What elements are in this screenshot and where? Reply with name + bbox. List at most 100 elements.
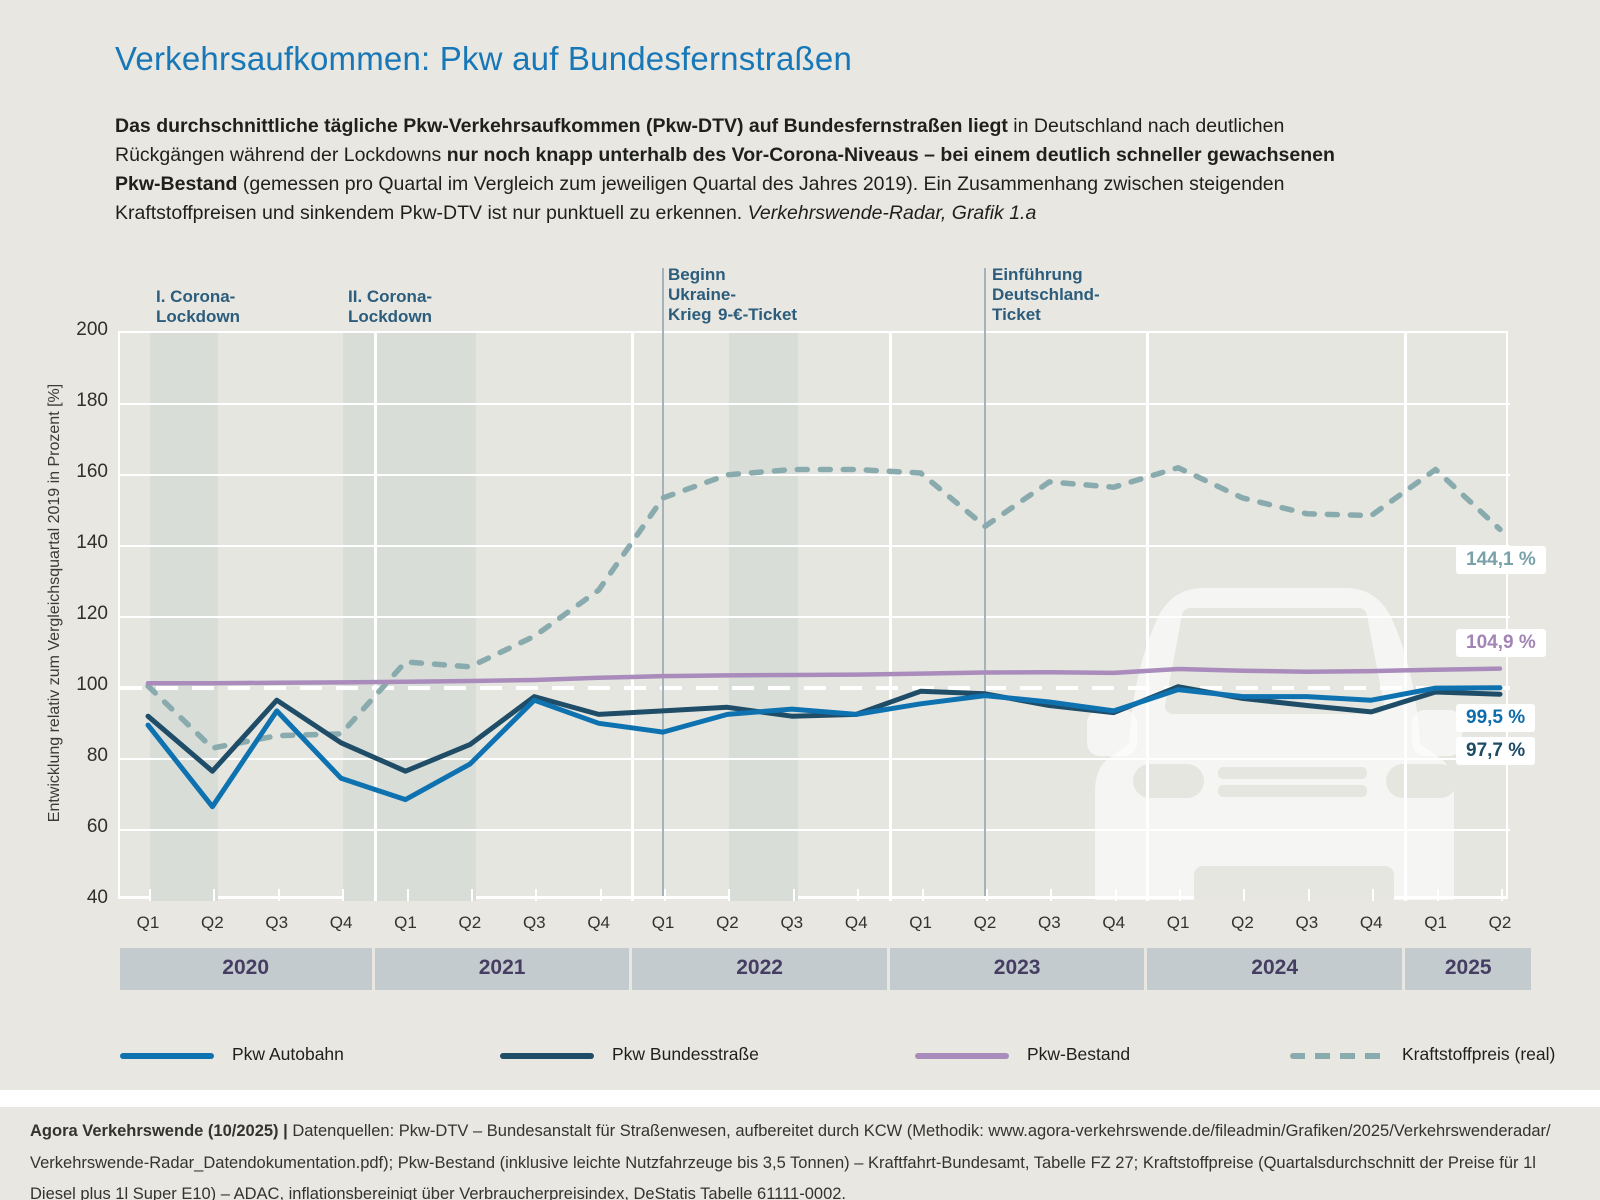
y-tick-label: 60 (86, 816, 108, 837)
quarter-label: Q2 (458, 913, 482, 932)
text-segment: Rückgängen während der Lockdowns (115, 144, 447, 166)
quarter-label: Q3 (522, 913, 546, 932)
year-block-2023: 2023 (889, 948, 1145, 990)
text-segment: Das durchschnittliche tägliche Pkw-Verke… (115, 115, 1008, 137)
quarter-tick (342, 889, 345, 901)
quarter-label: Q3 (1037, 913, 1061, 932)
end-label-pkw-bestand: 104,9 % (1456, 629, 1546, 657)
gridline-y-60 (120, 829, 1510, 831)
end-label-pkw-bundesstra-e: 97,7 % (1456, 737, 1536, 765)
quarter-label: Q1 (136, 913, 160, 932)
quarter-label: Q1 (1166, 913, 1190, 932)
quarter-label: Q1 (909, 913, 932, 932)
gridline-y-160 (120, 474, 1510, 476)
year-block-2025: 2025 (1404, 948, 1532, 990)
intro-paragraph: Das durchschnittliche tägliche Pkw-Verke… (115, 112, 1475, 228)
quarter-label: Q4 (1359, 913, 1383, 932)
year-block-2024: 2024 (1147, 948, 1402, 990)
end-label-kraftstoffpreis-real-: 144,1 % (1456, 546, 1546, 574)
annotation-label-9-euro-ticket: 9-€-Ticket (718, 305, 798, 324)
annotation-label-ukraine-war: Beginn Ukraine- Krieg (668, 265, 737, 324)
quarter-label: Q2 (1488, 913, 1512, 932)
series-layer (145, 464, 1503, 810)
quarter-label: Q2 (201, 913, 224, 932)
plot-inner (120, 333, 1510, 901)
text-segment: Verkehrswende-Radar, Grafik 1.a (747, 202, 1037, 224)
plot-area (118, 331, 1510, 901)
year-label: 2020 (222, 956, 270, 979)
quarter-label: Q3 (780, 913, 804, 932)
quarter-tick (1501, 889, 1503, 901)
year-label: 2021 (478, 956, 526, 979)
quarter-tick (535, 889, 538, 901)
quarter-tick (599, 889, 602, 901)
text-segment: Verkehrswende-Radar_Datendokumentation.p… (30, 1153, 1536, 1172)
annotation-label-lockdown-1: I. Corona- Lockdown (156, 287, 241, 326)
quarter-tick (1114, 889, 1117, 901)
quarter-label: Q2 (973, 913, 997, 932)
y-tick-label: 40 (86, 887, 108, 908)
year-block-2021: 2021 (374, 948, 630, 990)
quarter-label: Q3 (1295, 913, 1319, 932)
text-segment: nur noch knapp unterhalb des Vor-Corona-… (446, 144, 1335, 166)
annotation-label-lockdown-2: II. Corona- Lockdown (348, 287, 433, 326)
quarter-tick (149, 889, 151, 901)
year-divider (888, 333, 892, 901)
quarter-label: Q2 (716, 913, 739, 932)
car-grille-bar (1218, 785, 1367, 797)
year-divider (1403, 333, 1407, 901)
text-segment: Datenquellen: Pkw-DTV – Bundesanstalt fü… (287, 1122, 1551, 1140)
legend-label: Pkw-Bestand (1027, 1044, 1131, 1064)
gridline-y-140 (120, 545, 1510, 547)
car-headlight-right (1386, 764, 1457, 798)
quarter-tick (664, 889, 667, 901)
quarter-tick (857, 889, 860, 901)
text-segment: Kraftstoffpreisen und sinkendem Pkw-DTV … (115, 202, 748, 224)
year-divider (1146, 333, 1150, 901)
quarter-label: Q4 (587, 913, 610, 932)
legend-label: Kraftstoffpreis (real) (1402, 1044, 1556, 1064)
annotation-line-ukraine-war (662, 268, 665, 896)
year-divider (373, 333, 377, 901)
end-label-pkw-autobahn: 99,5 % (1456, 704, 1536, 732)
year-divider (631, 333, 635, 901)
quarter-label: Q3 (265, 913, 289, 932)
text-segment: Agora Verkehrswende (10/2025) | (30, 1122, 288, 1140)
year-block-2022: 2022 (632, 948, 887, 990)
quarter-label: Q4 (844, 913, 868, 932)
quarter-tick (406, 889, 409, 901)
quarter-label: Q4 (1102, 913, 1126, 932)
year-label: 2024 (1251, 956, 1298, 979)
legend-swatch (1290, 1053, 1384, 1059)
y-tick-label: 120 (76, 603, 108, 624)
legend-swatch (915, 1053, 1009, 1059)
y-tick-label: 100 (76, 674, 108, 695)
quarter-tick (728, 889, 731, 901)
annotation-line-deutschland-ticket (983, 268, 986, 896)
car-mirror-right (1412, 710, 1462, 756)
gridline-y-120 (120, 616, 1510, 618)
quarter-tick (1372, 889, 1375, 901)
quarter-label: Q1 (394, 913, 417, 932)
quarter-tick (470, 889, 473, 901)
page-title: Verkehrsaufkommen: Pkw auf Bundesfernstr… (115, 40, 852, 77)
text-segment: in Deutschland nach deutlichen (1007, 115, 1285, 137)
quarter-tick (1050, 889, 1053, 901)
quarter-tick (792, 889, 795, 901)
y-tick-label: 160 (76, 461, 108, 482)
year-label: 2022 (736, 956, 783, 979)
legend-item-pkw-bundesstra-e: Pkw Bundesstraße (500, 1044, 830, 1068)
quarter-tick (277, 889, 280, 901)
legend-swatch (500, 1053, 594, 1059)
legend-swatch (120, 1053, 214, 1059)
year-block-2020: 2020 (119, 948, 372, 990)
annotation-label-deutschland-ticket: Einführung Deutschland- Ticket (992, 265, 1100, 324)
quarter-label: Q4 (329, 913, 353, 932)
year-label: 2025 (1444, 956, 1492, 979)
legend-label: Pkw Autobahn (232, 1044, 344, 1064)
quarter-label: Q1 (1424, 913, 1447, 932)
quarter-tick (1179, 889, 1182, 901)
quarter-tick (1243, 889, 1246, 901)
legend-label: Pkw Bundesstraße (612, 1044, 759, 1064)
